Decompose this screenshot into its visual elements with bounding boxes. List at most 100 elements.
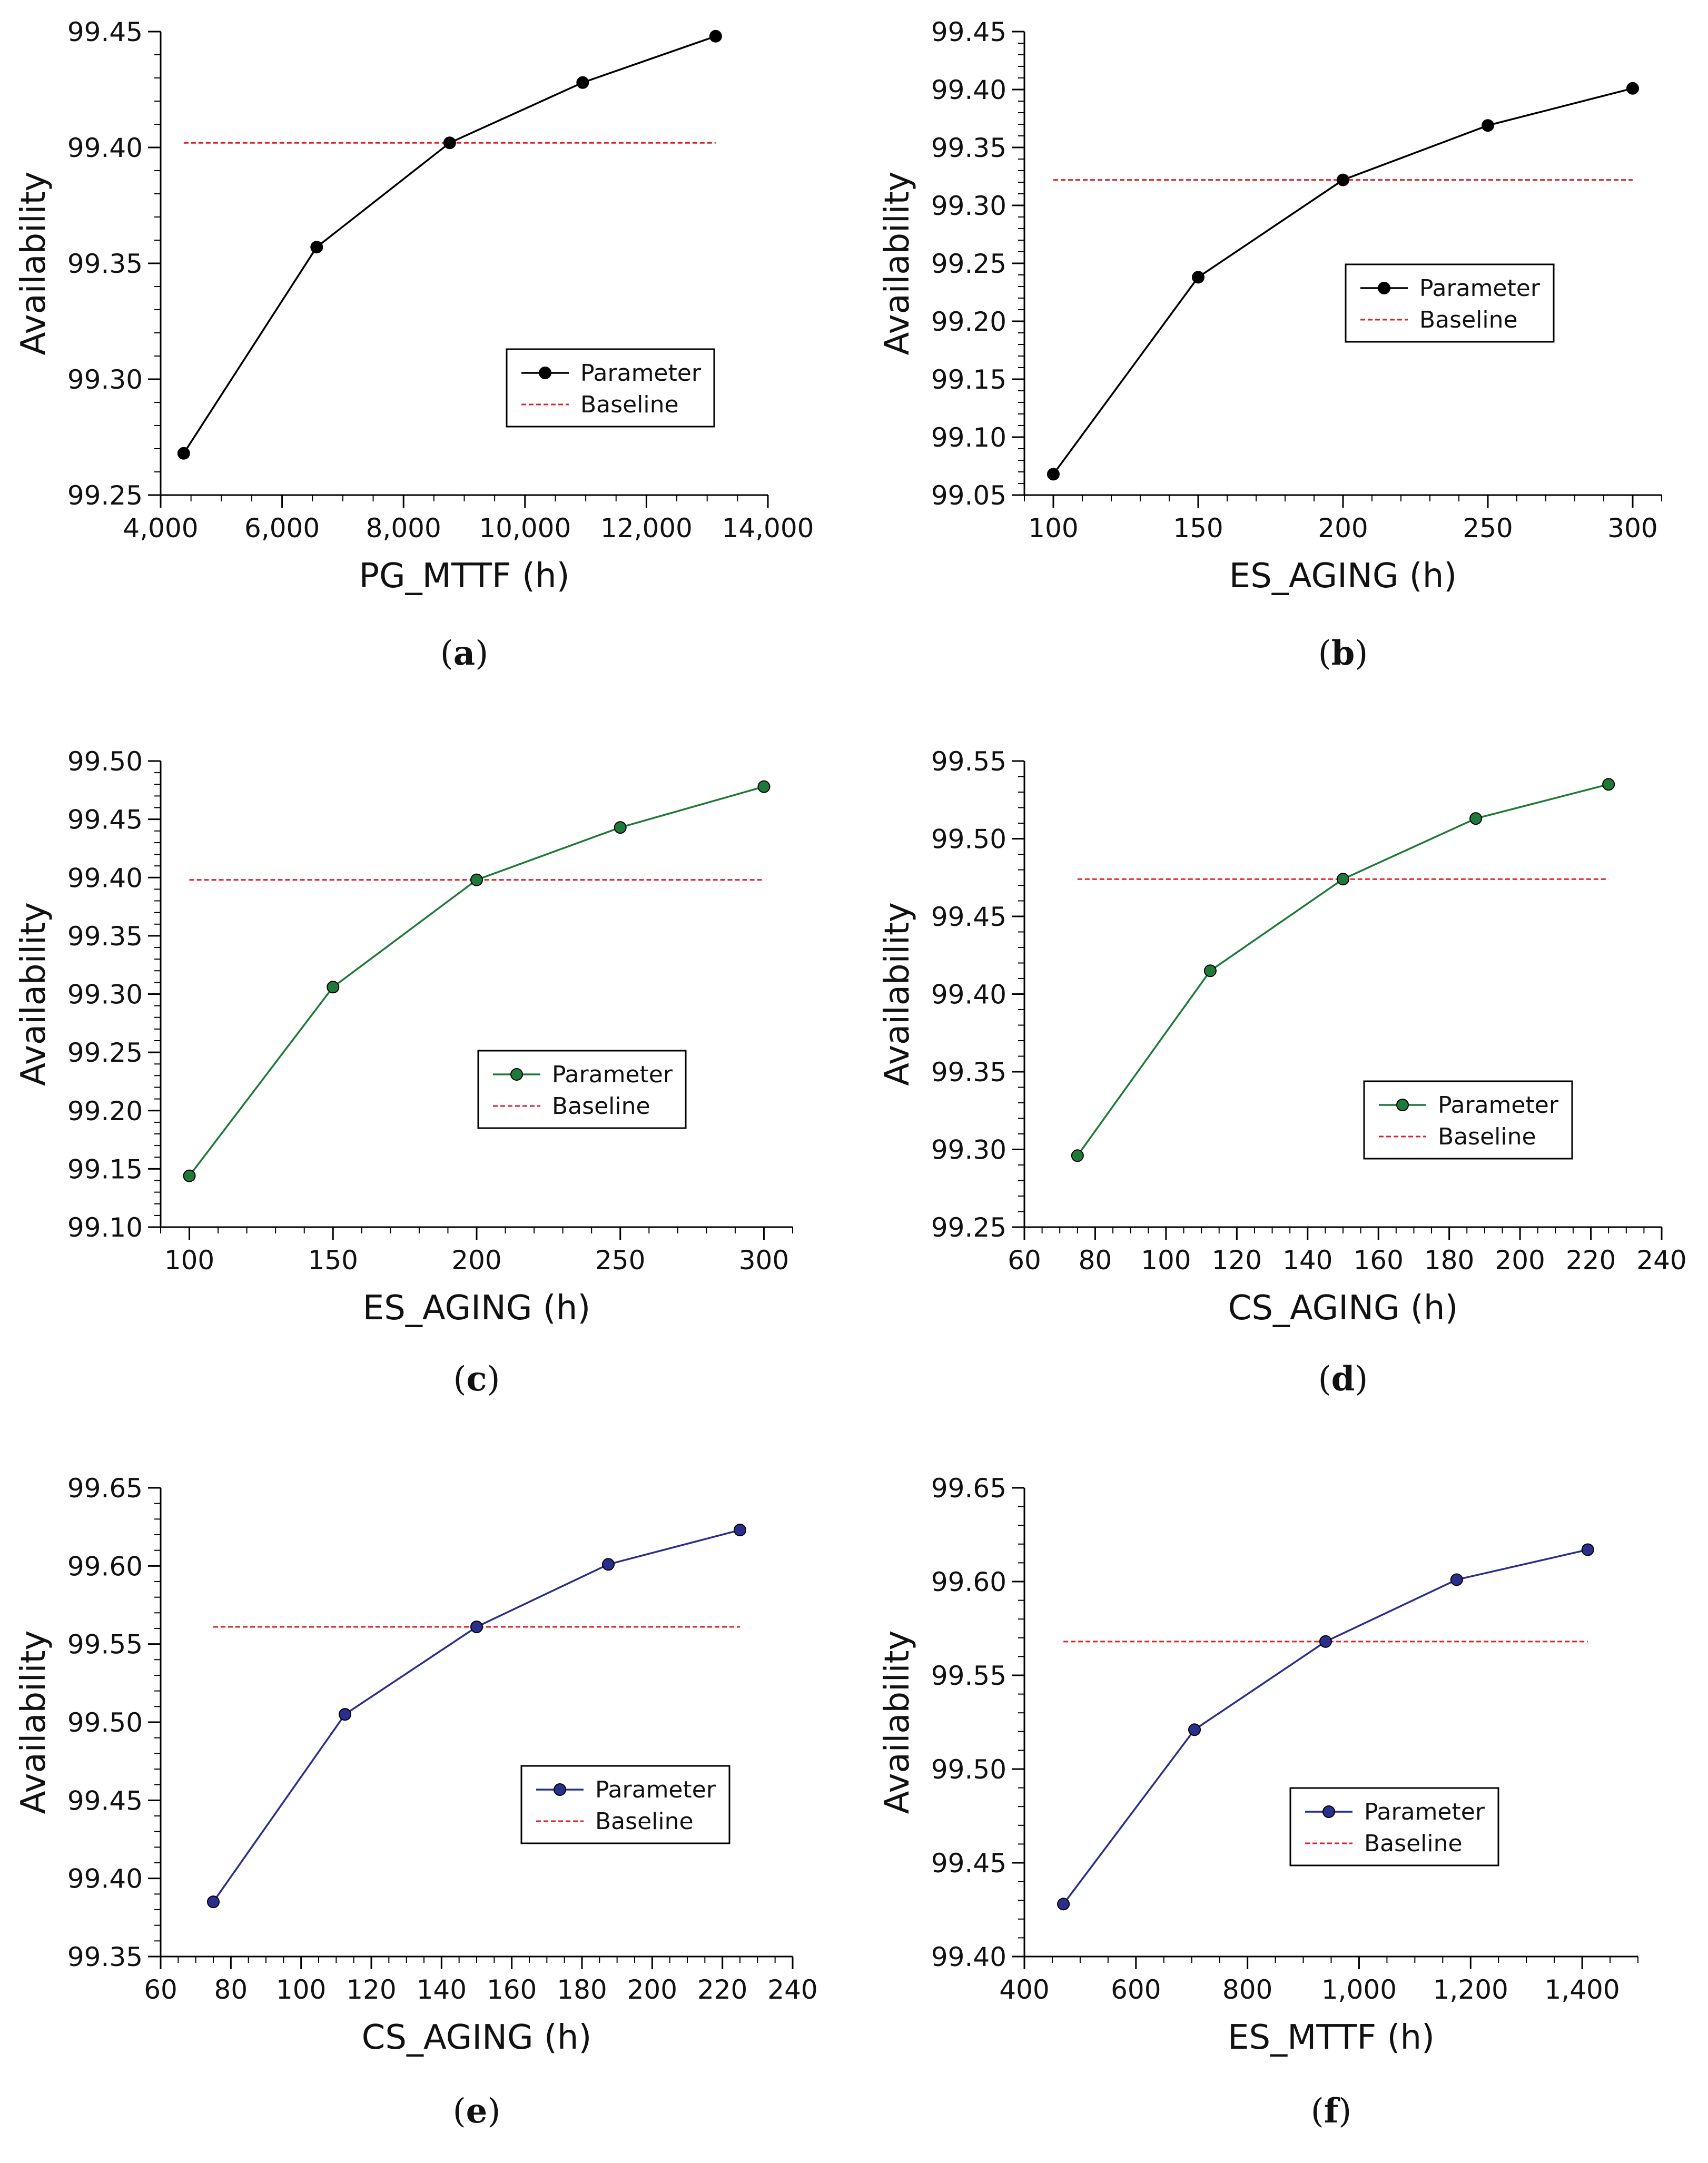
y-tick-label: 99.50 bbox=[931, 824, 1006, 855]
y-tick-label: 99.40 bbox=[931, 75, 1006, 105]
panel-caption: (d) bbox=[1318, 1359, 1368, 1399]
legend-parameter-label: Parameter bbox=[552, 1061, 673, 1088]
y-tick-label: 99.25 bbox=[67, 1038, 143, 1068]
parameter-data-point bbox=[327, 981, 340, 994]
legend-baseline-label: Baseline bbox=[1364, 1830, 1463, 1857]
panel-caption-letter: a bbox=[453, 634, 475, 673]
x-tick-label: 80 bbox=[214, 1974, 248, 2005]
legend-box bbox=[520, 1765, 730, 1844]
y-tick-label: 99.35 bbox=[67, 921, 143, 952]
parameter-data-point bbox=[757, 780, 771, 793]
y-tick-label: 99.65 bbox=[931, 1473, 1006, 1504]
y-axis-title: Availability bbox=[878, 902, 917, 1086]
x-axis-title: CS_AGING (h) bbox=[1228, 1289, 1458, 1328]
panel-caption: (b) bbox=[1318, 634, 1368, 673]
x-tick-label: 250 bbox=[595, 1245, 645, 1276]
x-tick-label: 220 bbox=[1566, 1245, 1616, 1276]
x-tick-label: 300 bbox=[1607, 513, 1657, 544]
x-tick-label: 1,400 bbox=[1545, 1974, 1620, 2005]
parameter-data-point bbox=[602, 1558, 615, 1571]
y-tick-label: 99.50 bbox=[67, 746, 143, 777]
y-tick-label: 99.55 bbox=[931, 1661, 1006, 1691]
legend-box bbox=[477, 1050, 687, 1129]
y-tick-label: 99.45 bbox=[67, 17, 143, 47]
parameter-data-point bbox=[1047, 468, 1060, 481]
parameter-data-point bbox=[207, 1895, 220, 1909]
y-tick-label: 99.40 bbox=[67, 1864, 143, 1894]
x-tick-label: 100 bbox=[1028, 513, 1078, 544]
parameter-data-point bbox=[1071, 1149, 1084, 1162]
y-tick-label: 99.35 bbox=[67, 1942, 143, 1972]
legend-box bbox=[1363, 1080, 1573, 1160]
x-tick-label: 80 bbox=[1079, 1245, 1112, 1276]
parameter-data-point bbox=[709, 29, 722, 43]
y-axis-title: Availability bbox=[878, 172, 917, 355]
x-tick-label: 300 bbox=[739, 1245, 789, 1276]
chart-panel-d: 60 80 100 120 140 160 180 200 220 240 99.25 99.30 99… bbox=[878, 746, 1687, 1399]
y-tick-label: 99.65 bbox=[67, 1473, 143, 1504]
y-tick-label: 99.30 bbox=[931, 191, 1006, 221]
x-tick-label: 120 bbox=[1212, 1245, 1262, 1276]
parameter-data-point bbox=[1188, 1723, 1201, 1736]
legend-box bbox=[1345, 263, 1555, 343]
parameter-series-line bbox=[212, 1529, 741, 1903]
y-tick-label: 99.40 bbox=[67, 133, 143, 163]
panel-caption: (a) bbox=[440, 634, 488, 673]
x-tick-label: 6,000 bbox=[244, 513, 320, 544]
legend: Parameter Baseline bbox=[1345, 263, 1555, 343]
panel-caption: (c) bbox=[453, 1359, 500, 1399]
parameter-data-point bbox=[470, 873, 483, 886]
y-axis-title: Availability bbox=[878, 1631, 917, 1814]
x-tick-label: 12,000 bbox=[600, 513, 693, 544]
y-tick-label: 99.25 bbox=[67, 480, 143, 511]
x-axis-title: ES_AGING (h) bbox=[363, 1289, 591, 1328]
x-tick-label: 160 bbox=[487, 1974, 537, 2005]
legend: Parameter Baseline bbox=[520, 1765, 730, 1844]
x-axis-title: ES_MTTF (h) bbox=[1228, 2018, 1435, 2057]
legend-parameter-label: Parameter bbox=[1419, 275, 1541, 302]
parameter-data-point bbox=[177, 447, 190, 460]
x-tick-label: 100 bbox=[1141, 1245, 1191, 1276]
x-tick-label: 10,000 bbox=[479, 513, 571, 544]
y-tick-label: 99.40 bbox=[67, 863, 143, 893]
chart-panel-e: 60 80 100 120 140 160 180 200 220 240 99.35 99.40 99… bbox=[14, 1473, 818, 2131]
legend-box bbox=[506, 348, 715, 428]
legend-parameter-marker bbox=[1322, 1805, 1335, 1818]
x-tick-label: 1,200 bbox=[1433, 1974, 1508, 2005]
y-tick-label: 99.30 bbox=[67, 364, 143, 395]
parameter-data-point bbox=[310, 241, 323, 254]
legend-box bbox=[1289, 1787, 1499, 1866]
parameter-data-point bbox=[443, 136, 456, 150]
legend-baseline-label: Baseline bbox=[580, 391, 679, 418]
parameter-data-point bbox=[1337, 873, 1349, 886]
y-tick-label: 99.30 bbox=[931, 1135, 1006, 1166]
legend-baseline-label: Baseline bbox=[1438, 1123, 1536, 1150]
chart-panel-a: 4,000 6,000 8,000 10,000 12,000 14,000 99.25 99… bbox=[14, 17, 814, 673]
y-tick-label: 99.45 bbox=[931, 1848, 1006, 1879]
parameter-data-point bbox=[576, 76, 589, 89]
panel-caption-letter: f bbox=[1324, 2091, 1340, 2131]
x-tick-label: 14,000 bbox=[722, 513, 814, 544]
legend: Parameter Baseline bbox=[506, 348, 715, 428]
legend-baseline-label: Baseline bbox=[552, 1093, 650, 1120]
parameter-data-point bbox=[1626, 82, 1639, 95]
y-tick-label: 99.60 bbox=[67, 1551, 143, 1582]
x-tick-label: 8,000 bbox=[366, 513, 441, 544]
x-tick-label: 220 bbox=[697, 1974, 747, 2005]
x-tick-label: 150 bbox=[1173, 513, 1223, 544]
y-tick-label: 99.45 bbox=[67, 1785, 143, 1816]
y-axis-title: Availability bbox=[14, 902, 53, 1086]
y-tick-label: 99.35 bbox=[931, 1057, 1006, 1088]
legend-parameter-marker bbox=[539, 367, 551, 379]
parameter-data-point bbox=[1581, 1543, 1594, 1556]
x-tick-label: 800 bbox=[1222, 1974, 1272, 2005]
legend-parameter-label: Parameter bbox=[1438, 1092, 1559, 1119]
parameter-data-point bbox=[734, 1524, 746, 1537]
chart-panel-c: 100 150 200 250 300 99.10 99.15 99.20 99.25 99.30… bbox=[14, 746, 793, 1399]
parameter-data-point bbox=[1469, 812, 1483, 825]
panel-caption-letter: d bbox=[1331, 1359, 1355, 1399]
x-tick-label: 140 bbox=[417, 1974, 467, 2005]
x-tick-label: 180 bbox=[557, 1974, 607, 2005]
x-tick-label: 60 bbox=[1008, 1245, 1041, 1276]
panel-caption: (f) bbox=[1311, 2091, 1351, 2131]
